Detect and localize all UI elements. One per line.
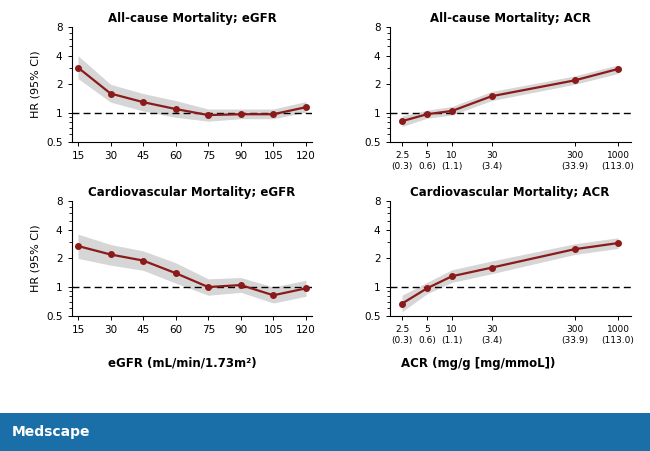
Text: Medscape: Medscape: [12, 425, 90, 439]
Y-axis label: HR (95% CI): HR (95% CI): [31, 51, 40, 118]
Title: All-cause Mortality; eGFR: All-cause Mortality; eGFR: [108, 12, 276, 24]
Text: eGFR (mL/min/1.73m²): eGFR (mL/min/1.73m²): [108, 357, 256, 369]
Y-axis label: HR (95% CI): HR (95% CI): [31, 225, 40, 292]
Title: All-cause Mortality; ACR: All-cause Mortality; ACR: [430, 12, 590, 24]
Text: ACR (mg/g [mg/mmoL]): ACR (mg/g [mg/mmoL]): [400, 357, 555, 369]
Title: Cardiovascular Mortality; ACR: Cardiovascular Mortality; ACR: [410, 186, 610, 198]
Title: Cardiovascular Mortality; eGFR: Cardiovascular Mortality; eGFR: [88, 186, 296, 198]
